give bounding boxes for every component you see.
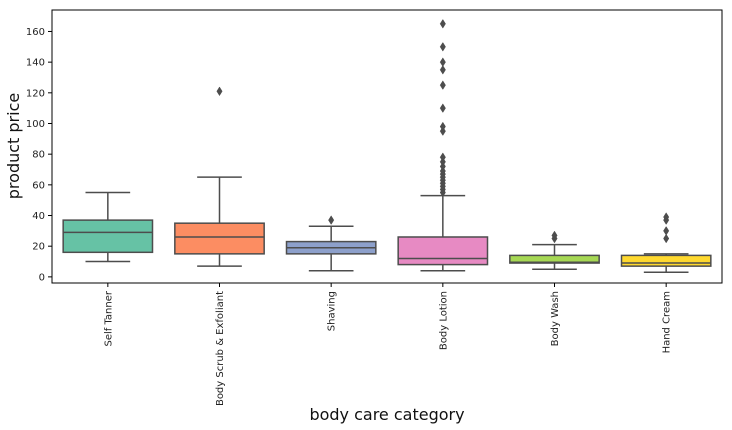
outlier-point <box>216 86 223 97</box>
outlier-point <box>439 103 446 113</box>
y-tick-label: 120 <box>26 88 45 99</box>
outlier-point <box>663 212 670 222</box>
outlier-point <box>439 65 446 75</box>
iqr-box <box>620 254 712 267</box>
outlier-point <box>439 57 446 67</box>
box-shaving <box>285 215 377 272</box>
x-axis-label: body care category <box>309 405 464 424</box>
y-tick-label: 0 <box>39 272 45 283</box>
iqr-box <box>509 254 600 264</box>
box-body-scrub-exfoliant <box>174 86 265 267</box>
y-axis-label: product price <box>4 93 23 199</box>
x-tick-label: Hand Cream <box>662 291 673 353</box>
y-tick-label: 60 <box>32 180 45 191</box>
outlier-point <box>663 226 670 236</box>
y-axis: 0 20 40 60 80 100 120 140 160 <box>26 27 52 283</box>
box-self-tanner <box>62 191 154 263</box>
box-body-wash <box>509 230 600 270</box>
outlier-point <box>439 121 446 132</box>
iqr-box <box>174 222 265 255</box>
outlier-point <box>439 80 446 90</box>
outlier-point <box>551 230 558 241</box>
outlier-point <box>439 152 446 163</box>
plot-area-frame <box>51 9 723 284</box>
outlier-point <box>439 42 446 52</box>
x-tick-label: Self Tanner <box>103 290 114 346</box>
box-hand-cream <box>620 212 712 274</box>
box-series <box>62 19 712 274</box>
y-tick-label: 40 <box>32 211 45 222</box>
iqr-box <box>397 236 489 266</box>
x-tick-label: Body Lotion <box>438 291 449 350</box>
outlier-point <box>663 233 670 244</box>
x-tick-label: Body Scrub & Exfoliant <box>215 291 226 406</box>
x-tick-label: Shaving <box>327 291 338 331</box>
x-tick-label: Body Wash <box>550 291 561 346</box>
x-axis: Self Tanner Body Scrub & Exfoliant Shaving… <box>103 283 673 406</box>
box-body-lotion <box>397 19 489 272</box>
y-tick-label: 20 <box>32 242 45 253</box>
outlier-point <box>328 215 335 225</box>
y-tick-label: 80 <box>32 150 45 161</box>
outlier-point <box>439 19 446 29</box>
y-tick-label: 100 <box>26 119 45 130</box>
y-tick-label: 160 <box>26 27 45 38</box>
y-tick-label: 140 <box>26 58 45 69</box>
iqr-box <box>62 219 154 254</box>
